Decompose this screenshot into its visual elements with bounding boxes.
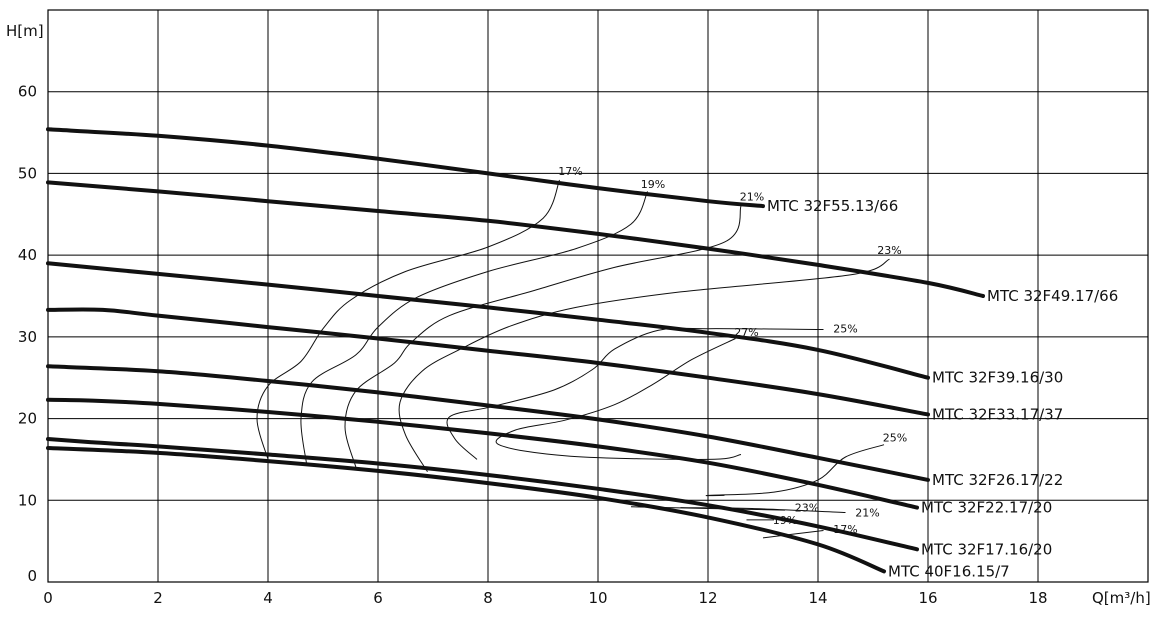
- efficiency-label: 25%: [883, 431, 907, 444]
- efficiency-line-17-0: [256, 179, 560, 460]
- x-tick-label: 2: [153, 589, 163, 607]
- curve-mtc-32f55-13-66: [46, 127, 765, 209]
- x-tick-label: 12: [698, 589, 717, 607]
- curve-mtc-32f26-17-22: [46, 364, 930, 482]
- efficiency-label: 19%: [641, 178, 665, 191]
- efficiency-line-23-3: [398, 258, 890, 472]
- efficiency-label: 21%: [855, 507, 879, 520]
- y-axis-title: H[m]: [6, 22, 44, 40]
- curve-label-mtc-32f26-17-22: MTC 32F26.17/22: [932, 471, 1063, 489]
- efficiency-label: 25%: [833, 323, 857, 336]
- efficiency-line-21-2: [344, 205, 742, 468]
- efficiency-label: 23%: [795, 502, 819, 515]
- curve-label-mtc-32f39-16-30: MTC 32F39.16/30: [932, 369, 1063, 387]
- x-tick-label: 14: [808, 589, 827, 607]
- efficiency-line-19-1: [300, 191, 648, 464]
- curve-label-mtc-32f17-16-20: MTC 32F17.16/20: [921, 540, 1052, 558]
- curve-label-mtc-32f55-13-66: MTC 32F55.13/66: [767, 197, 898, 215]
- y-tick-label: 40: [18, 246, 37, 264]
- y-tick-label: 60: [18, 83, 37, 101]
- tick-labels: 0 2 4 6 8 10 12 14 16 18 0 10 20 30 40 50 60: [18, 83, 1048, 607]
- curve-mtc-32f49-17-66: [46, 180, 985, 298]
- curve-label-mtc-40f16-15-7: MTC 40F16.15/7: [888, 562, 1010, 580]
- x-tick-label: 0: [43, 589, 53, 607]
- pump-curves: MTC 32F55.13/66 MTC 32F49.17/66 MTC 32F39.…: [46, 127, 1118, 580]
- grid: [47, 9, 1149, 583]
- curve-mtc-32f33-17-37: [46, 307, 930, 417]
- x-tick-label: 4: [263, 589, 273, 607]
- efficiency-label: 21%: [740, 190, 764, 203]
- x-tick-label: 6: [373, 589, 383, 607]
- efficiency-lines: 17%19%21%23%25%27%25%23% 21%19%17%: [256, 165, 907, 539]
- efficiency-line-27-5: [495, 338, 742, 460]
- efficiency-line-25-4: [446, 327, 824, 460]
- curve-label-mtc-32f33-17-37: MTC 32F33.17/37: [932, 405, 1063, 423]
- curve-mtc-32f39-16-30: [46, 261, 930, 380]
- efficiency-line-21-8: [680, 507, 846, 513]
- efficiency-line-17-10: [762, 530, 824, 539]
- x-tick-label: 10: [588, 589, 607, 607]
- efficiency-label: 17%: [558, 165, 582, 178]
- y-tick-label: 20: [18, 410, 37, 428]
- y-tick-label: 30: [18, 328, 37, 346]
- curve-mtc-32f17-16-20: [46, 437, 919, 552]
- curve-mtc-32f22-17-20: [46, 397, 919, 510]
- curve-mtc-40f16-15-7: [46, 446, 886, 574]
- curve-label-mtc-32f49-17-66: MTC 32F49.17/66: [987, 287, 1118, 305]
- y-tick-label: 10: [18, 491, 37, 509]
- x-tick-label: 18: [1028, 589, 1047, 607]
- y-tick-label: 0: [27, 567, 37, 585]
- y-tick-label: 50: [18, 164, 37, 182]
- x-tick-label: 8: [483, 589, 493, 607]
- x-tick-label: 16: [918, 589, 937, 607]
- efficiency-label: 23%: [877, 244, 901, 257]
- x-axis-title: Q[m³/h]: [1092, 589, 1151, 607]
- curve-label-mtc-32f22-17-20: MTC 32F22.17/20: [921, 499, 1052, 517]
- efficiency-line-25-6: [705, 444, 885, 497]
